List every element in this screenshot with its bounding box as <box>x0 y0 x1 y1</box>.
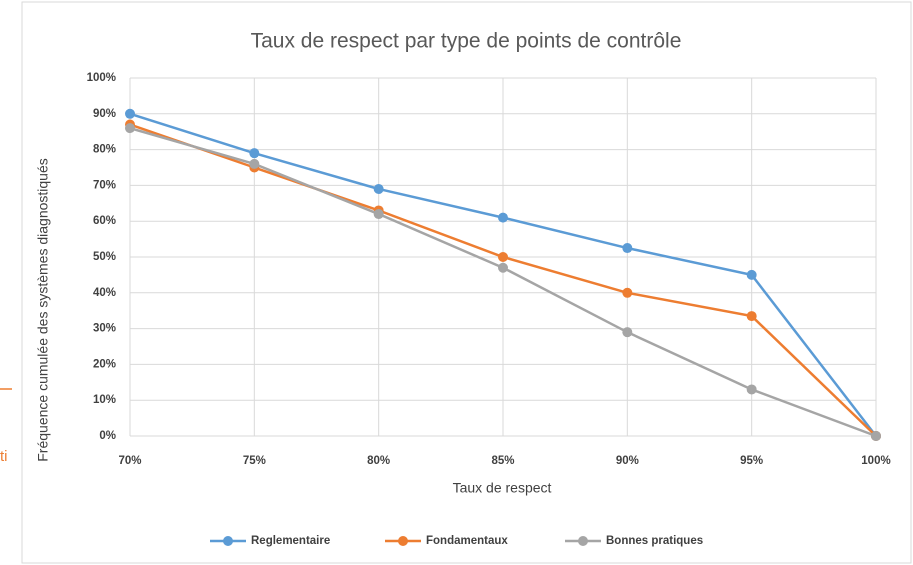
legend-marker <box>223 536 233 546</box>
data-point <box>125 108 135 119</box>
y-tick-label: 40% <box>93 287 116 299</box>
data-point <box>373 209 384 220</box>
y-tick-label: 10% <box>93 394 116 406</box>
y-tick-label: 0% <box>99 430 116 442</box>
chart-frame <box>21 1 912 564</box>
data-point <box>498 252 508 262</box>
data-point <box>622 287 633 298</box>
x-tick-label: 100% <box>861 455 890 467</box>
legend-marker <box>398 536 408 546</box>
data-point <box>249 148 260 159</box>
data-point <box>746 311 757 322</box>
y-tick-label: 60% <box>93 215 116 227</box>
data-point <box>125 123 135 134</box>
chart-title: Taux de respect par type de points de co… <box>251 30 682 53</box>
data-point <box>249 158 260 169</box>
data-point <box>746 269 757 280</box>
legend-marker <box>578 536 588 546</box>
x-tick-label: 90% <box>616 455 639 467</box>
x-tick-label: 85% <box>491 455 514 467</box>
data-point <box>498 262 508 273</box>
data-point <box>373 183 384 194</box>
page-fragment-text: ti <box>0 448 8 465</box>
data-point <box>871 431 881 441</box>
y-tick-label: 90% <box>93 108 116 120</box>
y-tick-label: 70% <box>93 179 116 191</box>
legend-label: Bonnes pratiques <box>606 535 703 547</box>
legend-label: Fondamentaux <box>426 535 508 547</box>
x-tick-label: 70% <box>118 455 141 467</box>
y-tick-label: 50% <box>93 251 116 263</box>
y-tick-label: 80% <box>93 144 116 156</box>
legend-label: Reglementaire <box>251 535 330 547</box>
y-axis-label: Fréquence cumulée des systèmes diagnosti… <box>35 158 51 462</box>
y-tick-label: 30% <box>93 323 116 335</box>
data-point <box>622 243 633 254</box>
data-point <box>498 212 508 223</box>
x-tick-label: 95% <box>740 455 763 467</box>
data-point <box>746 384 757 395</box>
x-tick-label: 75% <box>243 455 266 467</box>
x-axis-label: Taux de respect <box>453 480 552 496</box>
y-tick-label: 100% <box>87 72 116 84</box>
y-tick-label: 20% <box>93 358 116 370</box>
x-tick-label: 80% <box>367 455 390 467</box>
data-point <box>622 327 633 338</box>
